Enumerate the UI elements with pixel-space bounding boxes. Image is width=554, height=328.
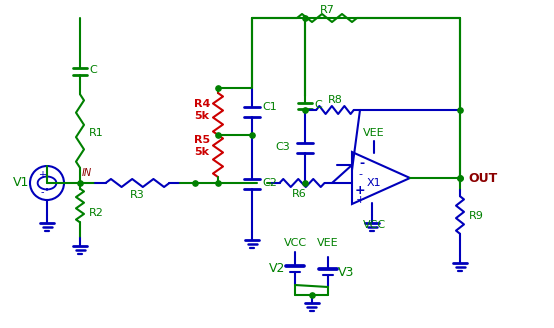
Text: VCC: VCC [362, 220, 386, 230]
Text: VEE: VEE [317, 238, 339, 248]
Text: +: + [355, 183, 365, 196]
Text: +: + [355, 195, 365, 205]
Text: R5
5k: R5 5k [194, 135, 210, 157]
Text: +: + [38, 170, 46, 180]
Text: R7: R7 [320, 5, 335, 15]
Text: R8: R8 [327, 95, 342, 105]
Text: R4
5k: R4 5k [194, 99, 210, 121]
Text: V3: V3 [338, 265, 354, 278]
Text: X1: X1 [367, 178, 381, 188]
Text: C: C [314, 100, 322, 110]
Text: VCC: VCC [284, 238, 306, 248]
Text: -: - [360, 157, 365, 171]
Text: R2: R2 [89, 208, 104, 218]
Text: VEE: VEE [363, 128, 385, 138]
Text: IN: IN [82, 168, 92, 178]
Text: OUT: OUT [468, 172, 497, 184]
Text: V1: V1 [13, 176, 29, 190]
Text: C2: C2 [262, 178, 277, 189]
Text: R9: R9 [469, 211, 484, 221]
Text: -: - [40, 187, 44, 197]
Text: V2: V2 [269, 262, 285, 276]
Text: C1: C1 [262, 101, 277, 112]
Text: R1: R1 [89, 128, 104, 137]
Text: C: C [89, 65, 97, 75]
Text: R6: R6 [292, 189, 307, 199]
Text: R3: R3 [130, 190, 145, 200]
Text: C3: C3 [276, 141, 290, 152]
Text: -: - [358, 169, 362, 179]
